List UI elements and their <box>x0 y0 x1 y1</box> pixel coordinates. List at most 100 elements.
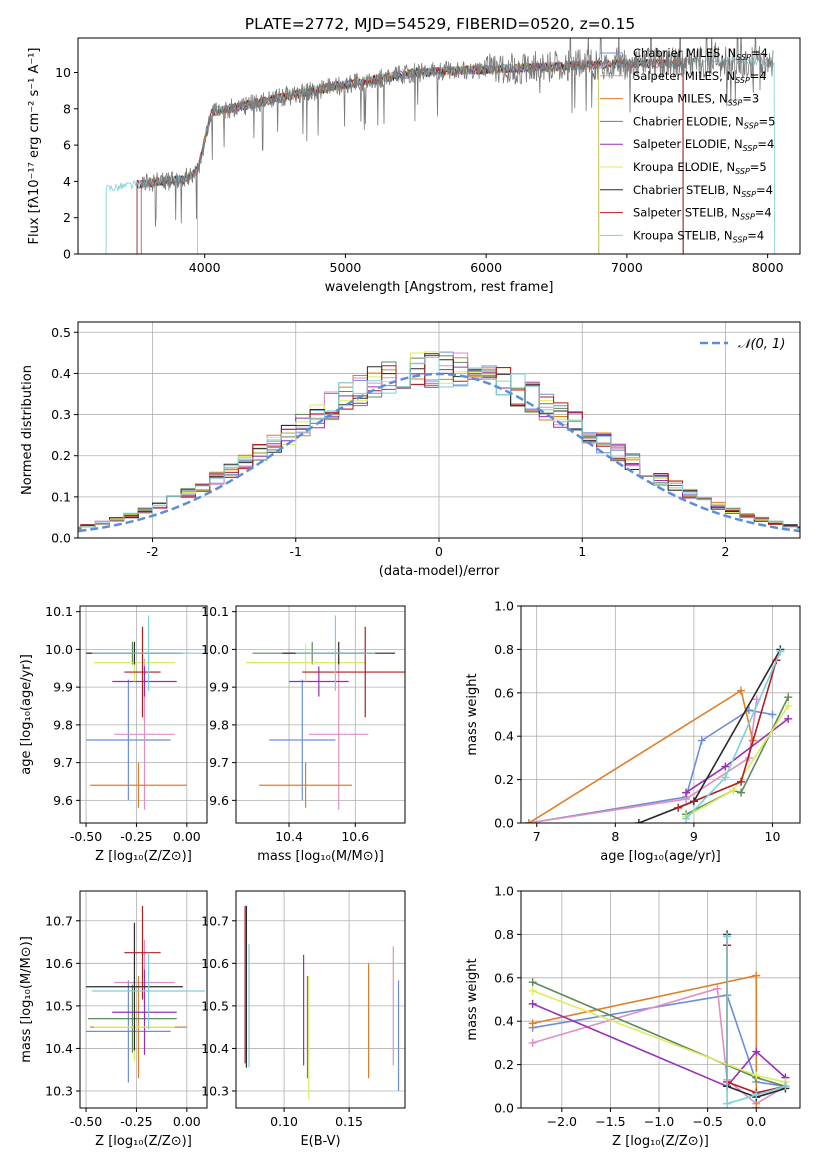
errorbar-point <box>86 980 171 1083</box>
axes-frame <box>77 37 801 255</box>
x-tick-label: −1.5 <box>595 1114 625 1129</box>
y-tick-label: 0.0 <box>494 816 514 831</box>
x-tick-label: -0.50 <box>70 1114 102 1129</box>
weight-marker <box>634 819 643 823</box>
y-tick-label: 10.7 <box>201 913 229 928</box>
errorbar-point <box>92 615 205 691</box>
errorbar-point <box>308 658 369 810</box>
errorbar-point <box>124 626 161 718</box>
plot-area-massweight_age <box>524 645 793 823</box>
weight-marker <box>528 1038 537 1047</box>
legend-value: =4 <box>757 137 774 151</box>
x-tick-label: 0.00 <box>173 1114 201 1129</box>
x-tick-label: 8000 <box>752 260 784 275</box>
legend-subscript: SSP <box>728 99 743 108</box>
y-axis-label: mass [log₁₀(M/M⊙)] <box>19 936 34 1063</box>
legend-subscript: SSP <box>736 53 751 62</box>
model-spectrum-line <box>140 58 684 254</box>
panel-massweight_Z: −2.0 −1.5 −1.0 −0.5 0.0 0.0 0.2 0.4 0.6 0.8 1.0 Z [… <box>465 884 801 1149</box>
weight-series-line <box>528 699 758 823</box>
x-axis-label: Z [log₁₀(Z/Z⊙)] <box>612 1134 709 1149</box>
legend-subscript: SSP <box>743 144 758 153</box>
y-tick-label: 6 <box>63 138 71 153</box>
weight-series-line <box>532 994 786 1088</box>
errorbar-point <box>269 679 336 801</box>
legend-subscript: SSP <box>740 213 755 222</box>
y-tick-label: 0.2 <box>494 1057 514 1072</box>
legend-entry: Salpeter ELODIE, NSSP=4 <box>633 137 774 153</box>
axes-frame <box>235 890 406 1109</box>
weight-marker <box>721 773 730 782</box>
weight-series-line <box>532 1003 786 1088</box>
y-tick-label: 10.0 <box>45 642 73 657</box>
x-tick-label: 7 <box>533 829 541 844</box>
y-tick-label: 0 <box>63 247 71 262</box>
weight-marker <box>737 788 746 797</box>
y-tick-label: 0.8 <box>494 642 514 657</box>
y-tick-label: 10.3 <box>45 1083 73 1098</box>
errorbar-point <box>289 666 349 697</box>
x-axis-label: Z [log₁₀(Z/Z⊙)] <box>95 1134 192 1149</box>
errorbar-point <box>245 643 366 682</box>
y-tick-label: 0.8 <box>494 927 514 942</box>
weight-marker <box>721 762 730 771</box>
normal-legend-label: 𝒩(0, 1) <box>738 337 785 352</box>
y-tick-label: 2 <box>63 210 71 225</box>
model-spectrum-line <box>140 58 684 254</box>
legend-subscript: SSP <box>733 235 748 244</box>
x-axis-label: age [log₁₀(age/yr)] <box>600 849 721 864</box>
errorbar-point <box>88 984 177 1053</box>
legend-value: =5 <box>759 114 776 128</box>
y-tick-label: 0.2 <box>51 448 71 463</box>
errorbar-point <box>124 905 161 1000</box>
legend-value: =4 <box>751 46 768 60</box>
legend-subscript: SSP <box>735 76 750 85</box>
x-tick-label: -0.25 <box>120 1114 152 1129</box>
weight-marker <box>768 710 777 719</box>
y-tick-label: 9.8 <box>209 717 229 732</box>
x-tick-label: 9 <box>690 829 698 844</box>
y-tick-label: 9.6 <box>209 793 229 808</box>
plot-area-mass_Z <box>86 905 205 1083</box>
normal-curve <box>78 372 800 533</box>
legend-name: Chabrier ELODIE <box>633 114 728 128</box>
axes-frame <box>79 605 208 824</box>
legend-n: , N <box>720 46 736 60</box>
y-tick-label: 10.6 <box>201 956 229 971</box>
weight-marker <box>528 999 537 1008</box>
y-tick-label: 1.0 <box>494 884 514 899</box>
y-tick-label: 10.4 <box>45 1041 73 1056</box>
y-tick-label: 0.6 <box>494 685 514 700</box>
errorbar-point <box>86 679 171 801</box>
y-tick-label: 10.7 <box>45 913 73 928</box>
model-spectrum-line <box>105 55 776 254</box>
weight-marker <box>528 978 537 987</box>
x-tick-label: 0 <box>435 544 443 559</box>
y-tick-label: 0.6 <box>494 970 514 985</box>
weight-series-line <box>726 936 786 1105</box>
legend-n: , N <box>727 137 743 151</box>
legend-value: =5 <box>750 160 767 174</box>
x-tick-label: -1 <box>290 544 302 559</box>
x-tick-label: -0.50 <box>70 829 102 844</box>
weight-marker <box>737 686 746 695</box>
legend-value: =4 <box>756 183 773 197</box>
legend-value: =4 <box>755 206 772 220</box>
x-tick-label: 0.15 <box>335 1114 363 1129</box>
y-tick-label: 10.0 <box>201 642 229 657</box>
weight-marker <box>729 786 738 795</box>
observed-spectrum-line <box>140 38 774 227</box>
model-spectrum-line <box>197 61 600 254</box>
y-axis-label: Normed distribution <box>20 365 35 495</box>
axes-frame <box>520 890 801 1109</box>
x-tick-label: 10.6 <box>341 829 369 844</box>
axes-frame <box>235 605 406 824</box>
errorbar-point <box>112 969 177 1055</box>
model-spectrum-line <box>140 57 684 254</box>
y-tick-label: 0.4 <box>51 366 71 381</box>
y-tick-label: 9.9 <box>209 680 229 695</box>
plot-area-age_mass <box>245 615 405 810</box>
y-tick-label: 10.5 <box>45 998 73 1013</box>
